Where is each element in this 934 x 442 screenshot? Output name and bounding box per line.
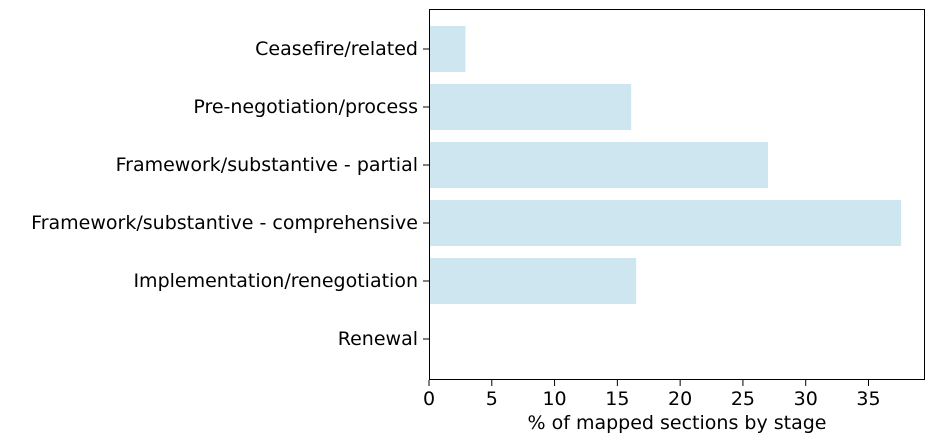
x-tick-label: 5: [486, 388, 498, 410]
bar: [429, 258, 637, 304]
x-tick-label: 10: [542, 388, 566, 410]
y-tick-label: Implementation/renegotiation: [133, 270, 418, 292]
x-tick-label: 30: [794, 388, 818, 410]
x-axis-ticks: 0 5 10 15 20 25 30 35: [423, 380, 881, 410]
x-tick-label: 35: [856, 388, 880, 410]
bar: [429, 142, 769, 188]
bars-layer: [429, 26, 902, 304]
y-axis-ticks: Ceasefire/related Pre-negotiation/process…: [31, 38, 429, 350]
x-tick-label: 0: [423, 388, 435, 410]
y-tick-label: Ceasefire/related: [255, 38, 418, 60]
y-tick-label: Pre-negotiation/process: [193, 96, 418, 118]
bar: [429, 84, 632, 130]
x-tick-label: 25: [731, 388, 755, 410]
y-tick-label: Framework/substantive - comprehensive: [31, 212, 418, 234]
x-axis-title: % of mapped sections by stage: [528, 412, 827, 434]
y-tick-label: Framework/substantive - partial: [116, 154, 418, 176]
bar: [429, 200, 902, 246]
x-tick-label: 20: [668, 388, 692, 410]
bar: [429, 26, 466, 72]
y-tick-label: Renewal: [338, 328, 418, 350]
plot-frame: [429, 9, 925, 380]
x-tick-label: 15: [605, 388, 629, 410]
